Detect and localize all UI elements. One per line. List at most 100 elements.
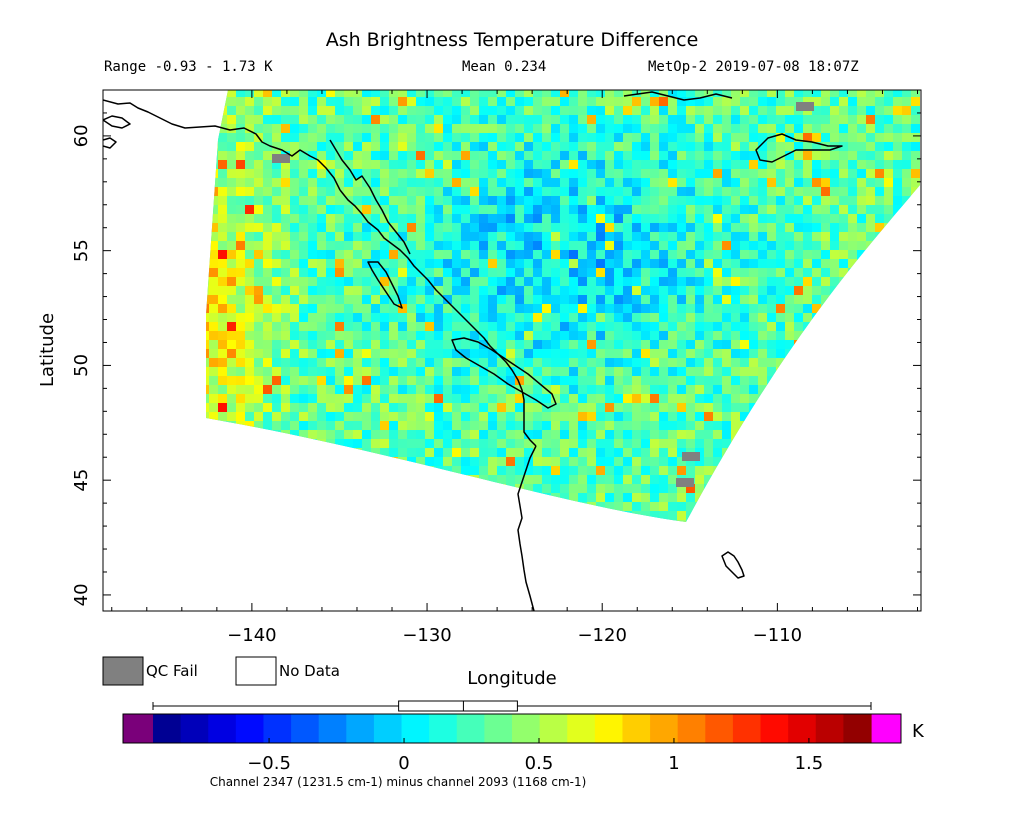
swath-cell	[830, 151, 839, 160]
swath-cell	[416, 340, 425, 349]
colorbar-tick-label: 0	[398, 753, 409, 774]
swath-cell	[722, 250, 731, 259]
swath-cell	[533, 259, 542, 268]
swath-cell	[407, 367, 416, 376]
swath-cell	[524, 90, 533, 97]
swath-cell	[686, 313, 695, 322]
swath-cell	[335, 430, 344, 439]
swath-cell	[443, 394, 452, 403]
swath-cell	[695, 232, 704, 241]
colorbar-segment	[677, 714, 706, 743]
swath-cell	[470, 142, 479, 151]
swath-cell	[731, 232, 740, 241]
swath-cell	[866, 133, 875, 142]
swath-cell	[245, 394, 254, 403]
swath-cell	[407, 430, 416, 439]
swath-cell	[218, 331, 227, 340]
swath-cell	[596, 484, 605, 493]
swath-cell	[614, 160, 623, 169]
swath-cell	[596, 214, 605, 223]
swath-cell	[722, 223, 731, 232]
swath-cell	[443, 142, 452, 151]
swath-cell	[533, 322, 542, 331]
swath-cell	[686, 466, 695, 475]
swath-cell	[551, 367, 560, 376]
swath-cell	[254, 295, 263, 304]
swath-cell	[470, 241, 479, 250]
swath-cell	[209, 313, 218, 322]
swath-cell	[488, 475, 497, 484]
swath-cell	[857, 90, 866, 97]
swath-cell	[704, 142, 713, 151]
swath-cell	[695, 205, 704, 214]
swath-cell	[632, 412, 641, 421]
swath-cell	[353, 313, 362, 322]
swath-cell	[380, 205, 389, 214]
swath-cell	[533, 124, 542, 133]
swath-cell	[677, 169, 686, 178]
swath-cell	[245, 412, 254, 421]
swath-cell	[893, 142, 902, 151]
swath-cell	[587, 124, 596, 133]
swath-cell	[524, 304, 533, 313]
coastlines	[103, 91, 843, 611]
swath-cell	[659, 133, 668, 142]
swath-cell	[596, 196, 605, 205]
swath-cell	[740, 286, 749, 295]
swath-cell	[443, 331, 452, 340]
swath-cell	[398, 385, 407, 394]
swath-cell	[632, 295, 641, 304]
x-tick-label: −120	[577, 625, 626, 646]
swath-cell	[668, 286, 677, 295]
swath-cell	[605, 133, 614, 142]
swath-cell	[659, 223, 668, 232]
swath-cell	[623, 484, 632, 493]
swath-cell	[695, 106, 704, 115]
swath-cell	[416, 97, 425, 106]
swath-cell	[254, 90, 263, 97]
swath-cell	[479, 304, 488, 313]
swath-cell	[713, 151, 722, 160]
swath-cell	[407, 421, 416, 430]
swath-cell	[875, 223, 884, 232]
swath-cell	[560, 421, 569, 430]
swath-cell	[848, 232, 857, 241]
swath-cell	[812, 214, 821, 223]
swath-cell	[245, 403, 254, 412]
swath-cell	[506, 367, 515, 376]
swath-cell	[335, 439, 344, 448]
swath-cell	[749, 115, 758, 124]
swath-cell	[335, 241, 344, 250]
swath-cell	[596, 493, 605, 502]
swath-cell	[344, 385, 353, 394]
swath-cell	[848, 169, 857, 178]
swath-cell	[479, 178, 488, 187]
swath-cell	[776, 90, 785, 97]
swath-cell	[497, 304, 506, 313]
swath-cell	[794, 133, 803, 142]
swath-cell	[227, 385, 236, 394]
swath-cell	[434, 412, 443, 421]
swath-cell	[560, 223, 569, 232]
swath-cell	[713, 322, 722, 331]
swath-cell	[524, 349, 533, 358]
swath-cell	[443, 457, 452, 466]
swath-cell	[344, 349, 353, 358]
swath-cell	[560, 367, 569, 376]
swath-cell	[461, 187, 470, 196]
swath-cell	[722, 277, 731, 286]
swath-cell	[605, 385, 614, 394]
swath-cell	[479, 223, 488, 232]
swath-cell	[740, 277, 749, 286]
swath-cell	[686, 376, 695, 385]
swath-cell	[506, 259, 515, 268]
legend: QC Fail No Data	[102, 656, 340, 686]
swath-cell	[551, 340, 560, 349]
swath-cell	[371, 394, 380, 403]
swath-cell	[524, 448, 533, 457]
swath-cell	[641, 160, 650, 169]
swath-cell	[362, 232, 371, 241]
swath-cell	[524, 421, 533, 430]
swath-cell	[524, 313, 533, 322]
swath-cell	[416, 187, 425, 196]
